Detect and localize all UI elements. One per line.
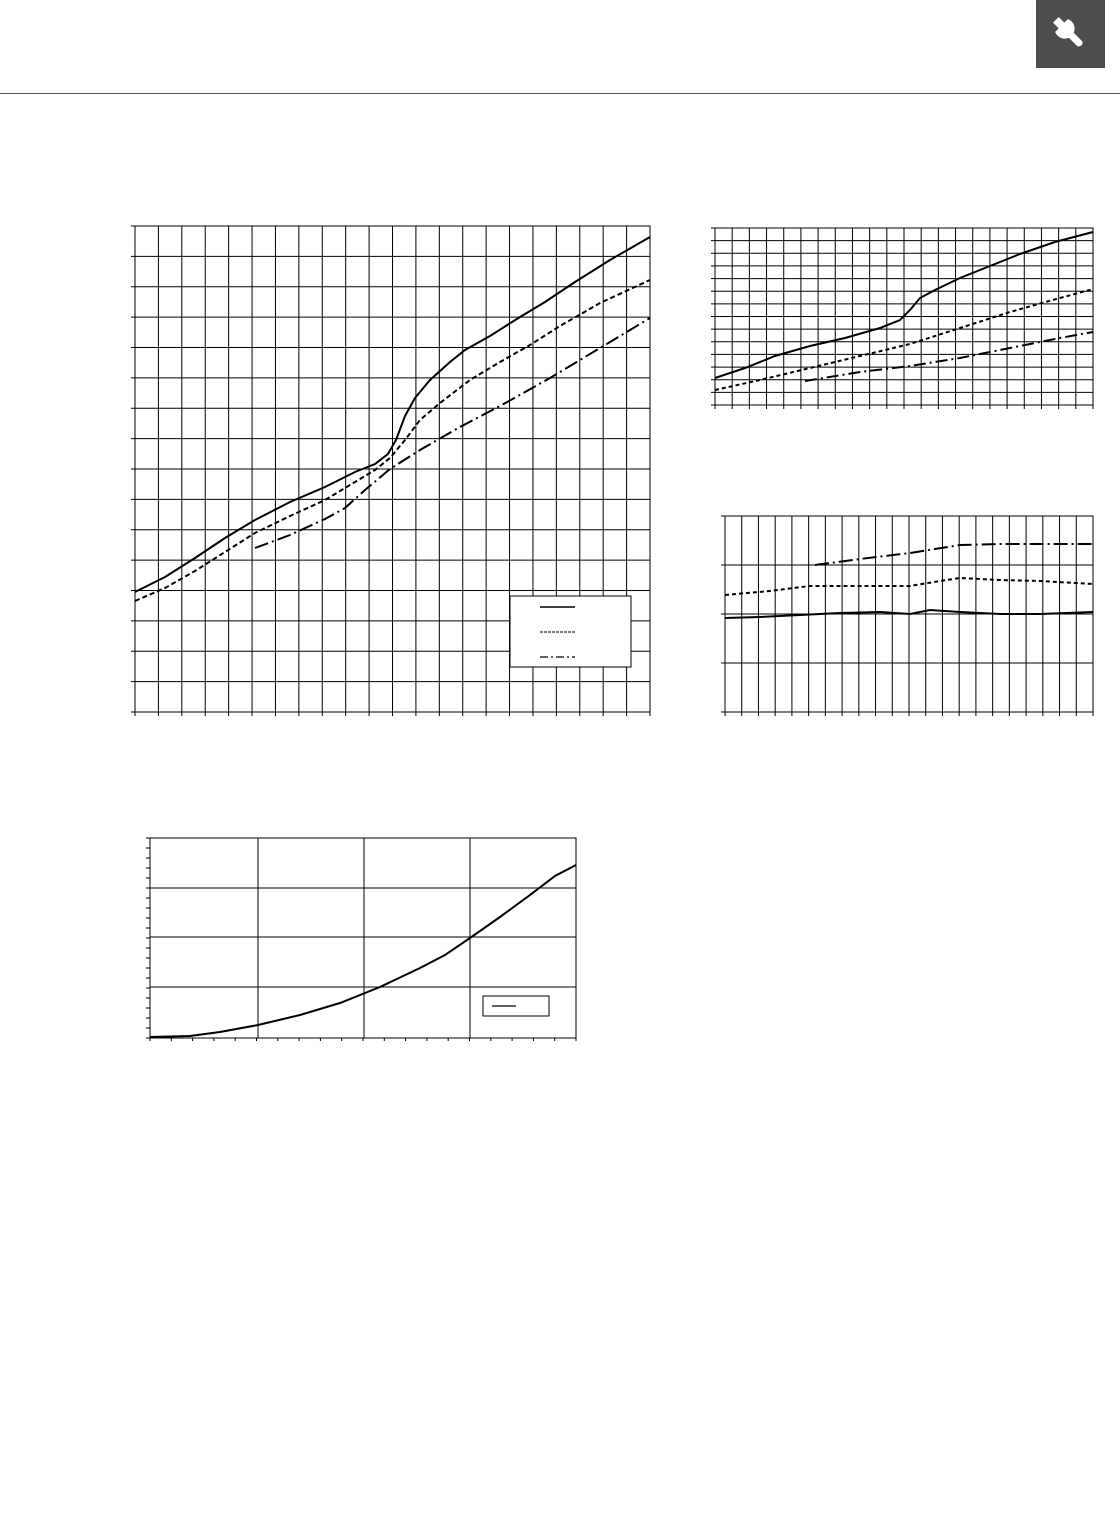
dashed-curve <box>134 279 651 602</box>
plot-frame <box>724 515 1094 713</box>
curve <box>149 864 577 1038</box>
chart-1 <box>131 225 651 716</box>
dashed-curve <box>714 288 1094 391</box>
chart-3 <box>721 515 1094 716</box>
solid-curve <box>714 231 1094 379</box>
header <box>0 0 1120 94</box>
dash-dot-curve <box>814 543 1093 566</box>
plot-frame <box>134 225 651 713</box>
plot-frame <box>714 227 1094 406</box>
wrench-icon <box>1053 17 1083 47</box>
solid-curve <box>134 236 651 593</box>
dash-dot-curve <box>254 317 651 549</box>
legend <box>509 595 632 668</box>
chart-2 <box>711 227 1094 409</box>
ticks <box>146 837 577 1041</box>
chart-4 <box>146 837 577 1041</box>
grid <box>150 838 576 1038</box>
dashed-curve <box>724 576 1094 596</box>
solid-curve <box>724 608 1094 619</box>
dash-dot-curve <box>804 331 1094 382</box>
